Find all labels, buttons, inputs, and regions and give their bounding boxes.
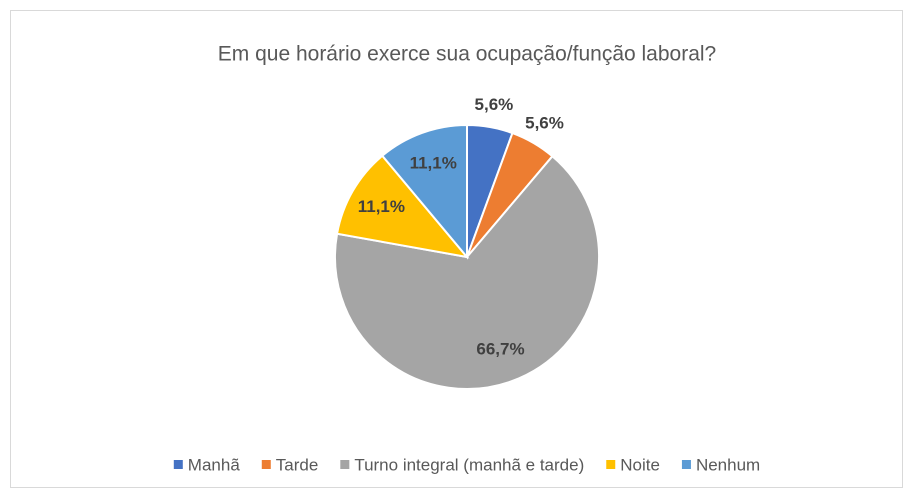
data-label: 5,6% bbox=[525, 113, 564, 132]
legend-swatch bbox=[261, 460, 271, 469]
legend-swatch bbox=[681, 460, 691, 469]
data-label: 5,6% bbox=[475, 95, 514, 114]
legend-label: Noite bbox=[620, 455, 660, 474]
legend-swatch bbox=[606, 460, 616, 469]
legend-label: Tarde bbox=[276, 455, 319, 474]
legend-label: Manhã bbox=[188, 455, 241, 474]
pie-slice bbox=[334, 154, 600, 390]
legend-swatch bbox=[340, 460, 350, 469]
data-label: 66,7% bbox=[476, 340, 524, 359]
legend-label: Nenhum bbox=[696, 455, 760, 474]
chart-title: Em que horário exerce sua ocupação/funçã… bbox=[218, 43, 716, 66]
pie-slice bbox=[380, 123, 468, 260]
legend-label: Turno integral (manhã e tarde) bbox=[354, 455, 584, 474]
data-label: 11,1% bbox=[410, 153, 457, 172]
pie-slice bbox=[335, 154, 470, 259]
legend: Manhã Tarde Turno integral (manhã e tarde)… bbox=[173, 455, 760, 474]
legend-swatch bbox=[173, 460, 183, 469]
data-label: 11,1% bbox=[358, 197, 405, 216]
